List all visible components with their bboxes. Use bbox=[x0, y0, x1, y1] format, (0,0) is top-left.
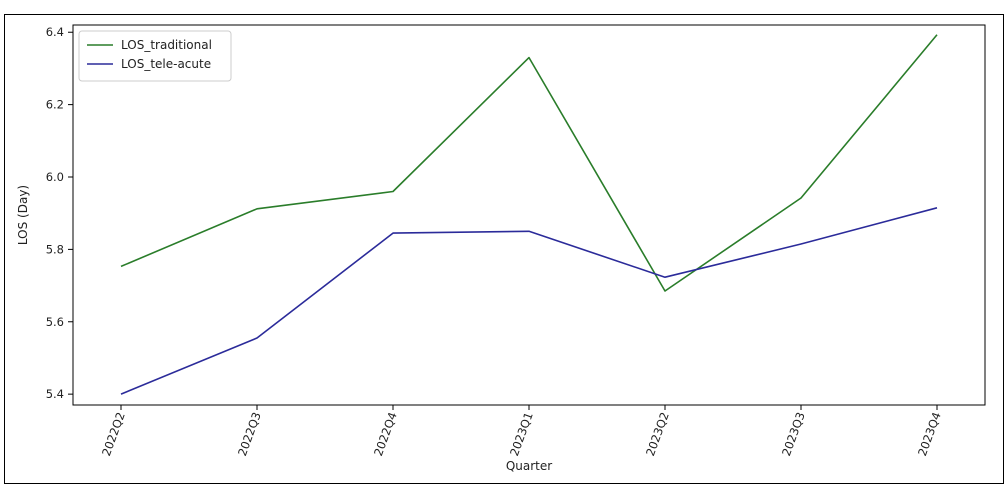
y-axis-label: LOS (Day) bbox=[16, 185, 30, 245]
y-tick-label: 5.6 bbox=[46, 315, 64, 329]
series-line-los-tele-acute bbox=[120, 207, 938, 395]
x-tick-label: 2022Q2 bbox=[99, 410, 128, 458]
y-tick-label: 6.0 bbox=[46, 170, 64, 184]
y-tick-label: 5.4 bbox=[46, 387, 64, 401]
series-layer bbox=[120, 34, 938, 395]
legend-box bbox=[78, 30, 232, 82]
x-tick-label: 2023Q4 bbox=[915, 410, 944, 458]
y-tick-label: 5.8 bbox=[46, 242, 64, 256]
x-tick-label: 2022Q3 bbox=[235, 410, 264, 458]
x-tick-label: 2023Q2 bbox=[643, 410, 672, 458]
legend-label: LOS_traditional bbox=[121, 38, 212, 52]
line-chart: 5.45.65.86.06.26.4 2022Q2 2022Q3 2022Q4 202… bbox=[16, 24, 986, 473]
x-axis-label: Quarter bbox=[506, 459, 552, 473]
y-tick-label: 6.4 bbox=[46, 25, 64, 39]
x-tick-label: 2022Q4 bbox=[371, 410, 400, 458]
y-tick-label: 6.2 bbox=[46, 98, 64, 112]
plot-area bbox=[72, 24, 986, 406]
x-tick-label: 2023Q3 bbox=[779, 410, 808, 458]
y-axis: 5.4 5.6 5.8 6.0 6.2 6.4 bbox=[46, 25, 73, 401]
x-axis: 2022Q2 2022Q3 2022Q4 2023Q1 2023Q2 2023Q3 2023… bbox=[99, 405, 944, 458]
legend-label: LOS_tele-acute bbox=[121, 57, 211, 71]
series-line-los-traditional bbox=[120, 34, 938, 292]
x-tick-label: 2023Q1 bbox=[507, 410, 536, 458]
chart-frame: 5.4 5.6 5.8 6.0 6.2 6.4 2022Q2 2022Q3 2022Q4 202… bbox=[4, 14, 1004, 484]
legend: LOS_traditional LOS_tele-acute bbox=[78, 30, 232, 82]
